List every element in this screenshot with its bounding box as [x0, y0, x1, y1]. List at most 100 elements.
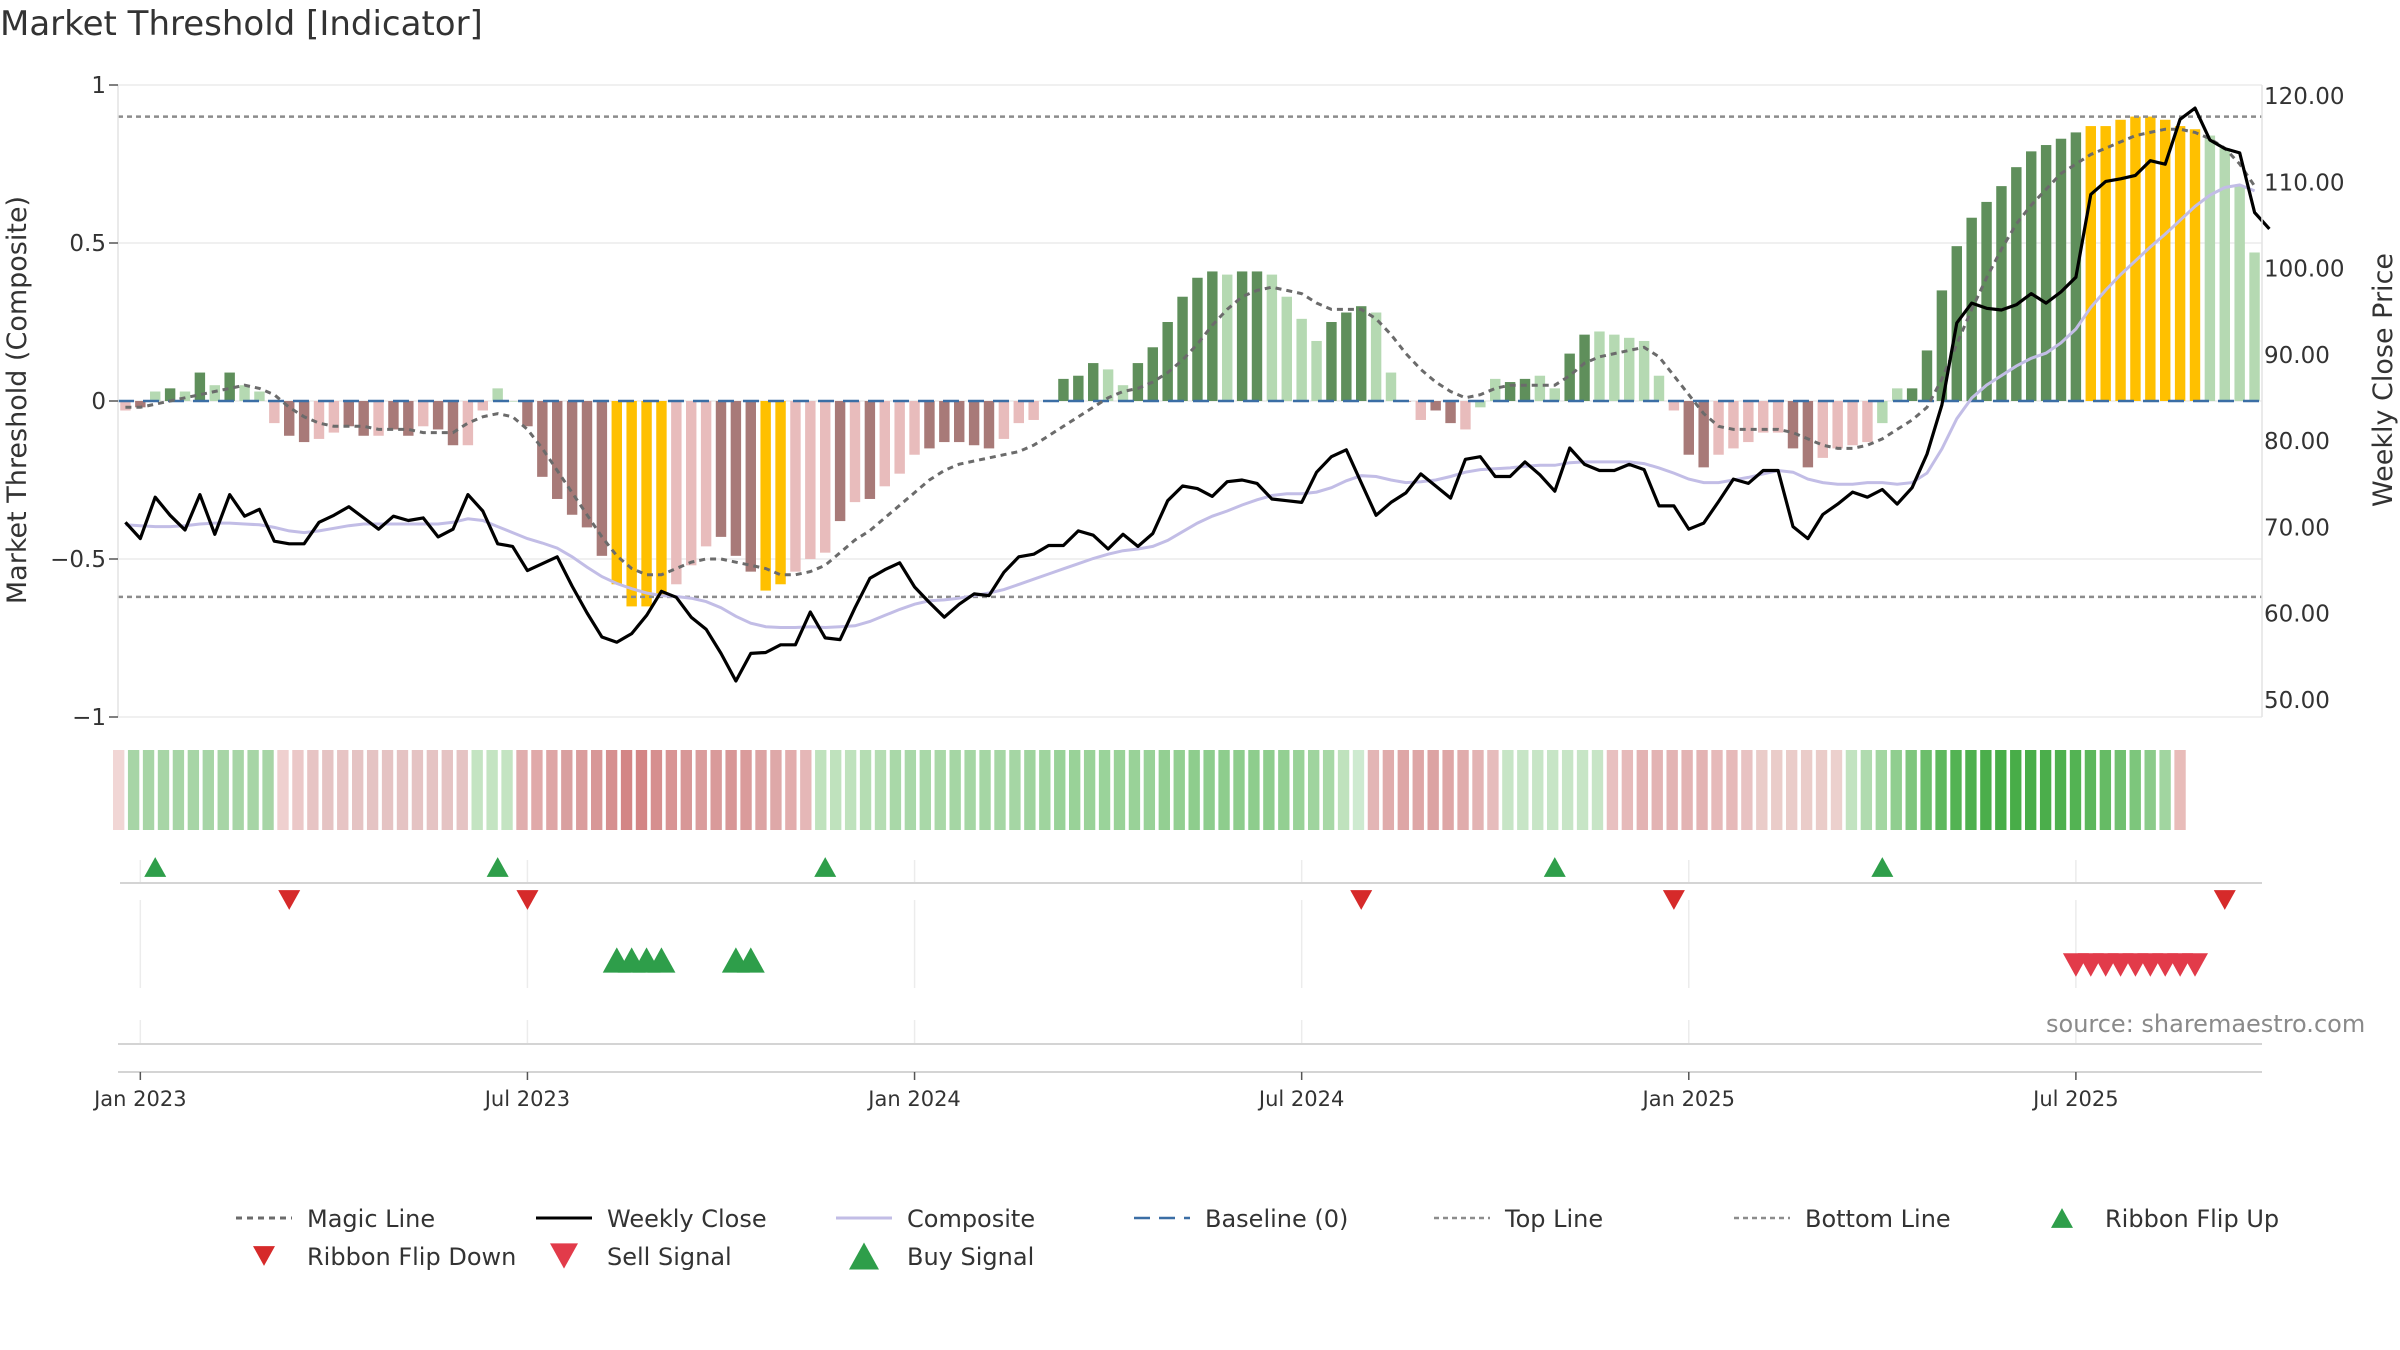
ribbon-segment-129 — [2039, 750, 2052, 830]
ribbon-segment-34 — [620, 750, 633, 830]
x-tick-label-3: Jul 2024 — [1257, 1087, 1344, 1111]
ribbon-segment-112 — [1786, 750, 1798, 830]
y-tick-label-4: −1 — [72, 705, 106, 731]
composite-bar-13 — [313, 401, 325, 439]
ribbon-flip-down-marker-0 — [278, 890, 301, 910]
x-tick-label-4: Jan 2025 — [1641, 1087, 1736, 1111]
ribbon-segment-6 — [202, 750, 214, 830]
composite-bar-90 — [1460, 401, 1471, 430]
legend-label-top: Top Line — [1504, 1205, 1603, 1233]
legend-item-bottom: Bottom Line — [1734, 1205, 1951, 1233]
ribbon-flip-down-marker-4 — [2213, 890, 2236, 910]
ribbon-segment-1 — [127, 750, 140, 830]
legend-label-magic: Magic Line — [307, 1205, 435, 1233]
ribbon-segment-44 — [770, 750, 782, 830]
ribbon-segment-80 — [1308, 750, 1320, 830]
legend-swatch-buy — [849, 1242, 879, 1270]
ribbon-segment-110 — [1756, 750, 1768, 830]
ribbon-segment-26 — [501, 750, 513, 830]
composite-bar-121 — [1921, 350, 1933, 401]
buy-signal-marker-5 — [736, 947, 765, 973]
legend: Magic Line Weekly Close Composite Baseline … — [236, 1205, 2279, 1271]
composite-bar-106 — [1698, 401, 1709, 468]
composite-bar-111 — [1772, 401, 1784, 433]
composite-bar-28 — [537, 401, 548, 477]
ribbon-segment-133 — [2099, 750, 2112, 830]
ribbon-segment-123 — [1950, 750, 1962, 830]
legend-item-flip_down: Ribbon Flip Down — [307, 1243, 516, 1271]
composite-bar-107 — [1713, 401, 1724, 455]
ribbon-segment-84 — [1367, 750, 1380, 830]
ribbon-segment-130 — [2054, 750, 2067, 830]
ribbon-segment-58 — [979, 750, 991, 830]
ribbon-segment-69 — [1143, 750, 1156, 830]
composite-bar-141 — [2219, 148, 2230, 401]
composite-bar-99 — [1594, 331, 1605, 401]
composite-bar-80 — [1311, 340, 1322, 401]
ribbon-segment-106 — [1696, 750, 1708, 830]
y2-tick-label-7: 50.00 — [2264, 688, 2330, 714]
ribbon-segment-77 — [1263, 750, 1275, 830]
ribbon-segment-59 — [994, 750, 1006, 830]
composite-bar-41 — [730, 401, 742, 556]
x-axis: Jan 2023 Jul 2023 Jan 2024 Jul 2024 Jan 2025… — [92, 1072, 2119, 1111]
composite-bar-32 — [596, 401, 608, 556]
composite-bar-138 — [2174, 126, 2186, 401]
ribbon-segment-53 — [904, 750, 917, 830]
ribbon-segment-74 — [1218, 750, 1230, 830]
legend-label-composite: Composite — [907, 1205, 1035, 1233]
composite-bar-9 — [254, 391, 265, 401]
composite-bar-27 — [522, 401, 533, 427]
composite-bar-14 — [328, 401, 340, 433]
x-tick-label-2: Jan 2024 — [866, 1087, 961, 1111]
composite-bar-8 — [239, 385, 250, 401]
ribbon-segment-15 — [337, 750, 349, 830]
ribbon-segment-96 — [1547, 750, 1559, 830]
legend-label-baseline: Baseline (0) — [1205, 1205, 1348, 1233]
composite-bar-88 — [1430, 401, 1441, 411]
reference-lines — [118, 115, 2262, 599]
ribbon-segment-85 — [1382, 750, 1395, 830]
composite-bar-12 — [298, 401, 310, 443]
x-tick-label-5: Jul 2025 — [2031, 1087, 2118, 1111]
composite-bar-58 — [983, 401, 995, 449]
ribbon-segment-21 — [426, 750, 439, 830]
ribbon-segment-100 — [1606, 750, 1619, 830]
ribbon-segment-48 — [830, 750, 842, 830]
composite-bar-109 — [1743, 401, 1754, 443]
ribbon-segment-131 — [2069, 750, 2082, 830]
composite-bar-5 — [194, 372, 206, 401]
ribbon-segment-113 — [1800, 750, 1813, 830]
composite-line — [125, 183, 2256, 630]
composite-bar-43 — [760, 401, 771, 591]
composite-bar-16 — [358, 401, 369, 436]
composite-bar-85 — [1385, 372, 1397, 401]
ribbon-segment-90 — [1457, 750, 1469, 830]
legend-label-close: Weekly Close — [607, 1205, 767, 1233]
composite-bar-20 — [418, 401, 429, 427]
ribbon-segment-134 — [2114, 750, 2126, 830]
ribbon-segment-62 — [1039, 750, 1051, 830]
y-axis-label: Market Threshold (Composite) — [2, 196, 33, 604]
y2-axis-label: Weekly Close Price — [2368, 253, 2399, 507]
ribbon-segment-93 — [1502, 750, 1514, 830]
ribbon-segment-136 — [2144, 750, 2156, 830]
ribbon-segment-88 — [1427, 750, 1439, 830]
ribbon-segment-36 — [650, 750, 663, 830]
composite-bar-78 — [1281, 296, 1292, 401]
ribbon-segment-22 — [441, 750, 453, 830]
ribbon-segment-37 — [665, 750, 678, 830]
composite-bar-108 — [1728, 401, 1739, 449]
ribbon-segment-89 — [1442, 750, 1454, 830]
composite-bar-57 — [968, 401, 980, 446]
composite-bar-60 — [1013, 401, 1024, 424]
ribbon-segment-47 — [815, 750, 827, 830]
composite-bar-54 — [924, 401, 935, 449]
composite-bar-127 — [2011, 167, 2022, 401]
ribbon-segment-18 — [381, 750, 394, 830]
ribbon-segment-11 — [277, 750, 289, 830]
ribbon-segment-60 — [1009, 750, 1021, 830]
composite-bar-10 — [269, 401, 280, 424]
ribbon-segment-102 — [1636, 750, 1648, 830]
ribbon-segment-40 — [710, 750, 722, 830]
